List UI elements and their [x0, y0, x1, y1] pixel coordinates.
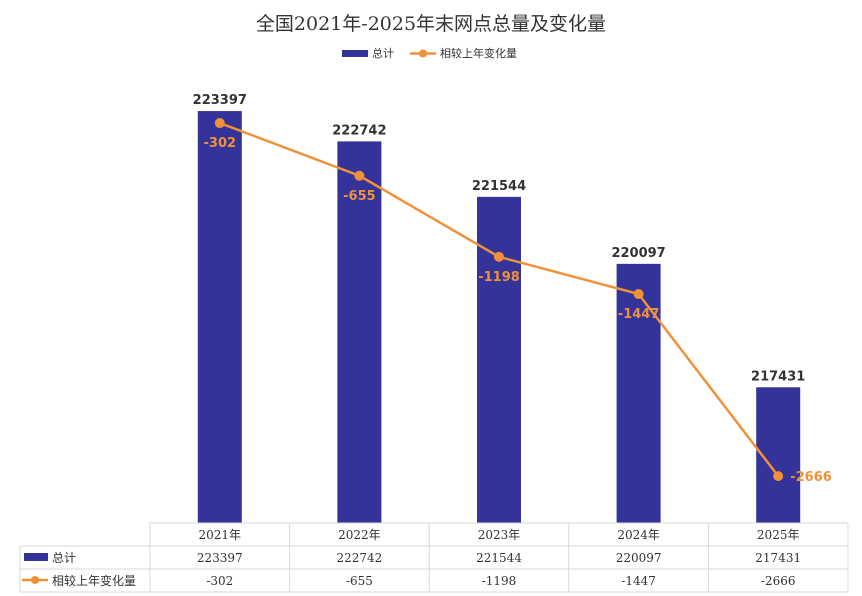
table-key-total	[24, 553, 48, 561]
line-value-label: -655	[343, 189, 376, 204]
table-header-cell: 2021年	[199, 528, 242, 542]
line-point	[354, 170, 365, 181]
bar	[337, 141, 382, 524]
bar-series	[197, 111, 801, 524]
table-row-label: 相较上年变化量	[52, 573, 136, 588]
line-value-label: -1198	[478, 270, 520, 285]
legend-swatch-total	[342, 50, 368, 57]
table-header-cell: 2023年	[478, 528, 521, 542]
table-cell: 222742	[336, 551, 382, 565]
table-cell: 221544	[476, 551, 522, 565]
bar	[197, 111, 242, 523]
line-point	[214, 118, 225, 129]
chart-title: 全国2021年-2025年末网点总量及变化量	[256, 13, 606, 35]
table-cell: -302	[206, 574, 233, 588]
line-value-label: -1447	[618, 307, 660, 322]
line-value-label: -2666	[790, 470, 832, 485]
line-series	[214, 118, 784, 482]
bar-value-label: 223397	[193, 93, 247, 108]
line-point	[494, 251, 504, 262]
table-cell: -1447	[621, 574, 656, 588]
table-cell: -655	[346, 574, 373, 588]
bar-value-label: 217431	[751, 369, 805, 384]
table-cell: -1198	[482, 574, 517, 588]
legend-label-total: 总计	[372, 46, 394, 60]
table-row-label: 总计	[52, 551, 76, 565]
table-cell: 220097	[616, 551, 662, 565]
line-point	[633, 289, 644, 300]
bar-value-label: 221544	[472, 179, 526, 194]
bar-labels: 223397 222742 221544 220097 217431	[193, 93, 806, 384]
line-value-label: -302	[204, 136, 237, 151]
table-cell: -2666	[761, 574, 796, 588]
line-labels: -302 -655 -1198 -1447 -2666	[204, 136, 832, 485]
legend-label-change: 相较上年变化量	[440, 46, 517, 60]
table-cell: 223397	[197, 551, 243, 565]
legend-marker-change	[419, 49, 427, 58]
table-header-cell: 2024年	[617, 528, 660, 542]
table-header-cell: 2022年	[338, 528, 381, 542]
bar-value-label: 222742	[332, 123, 386, 138]
table-header-cell: 2025年	[757, 528, 800, 542]
table-cell: 217431	[755, 551, 801, 565]
table-key-change-marker	[31, 576, 39, 584]
line-point	[773, 471, 784, 482]
legend: 总计 相较上年变化量	[342, 46, 517, 60]
bar-value-label: 220097	[611, 246, 665, 261]
bar	[616, 263, 661, 523]
bar	[477, 196, 521, 523]
